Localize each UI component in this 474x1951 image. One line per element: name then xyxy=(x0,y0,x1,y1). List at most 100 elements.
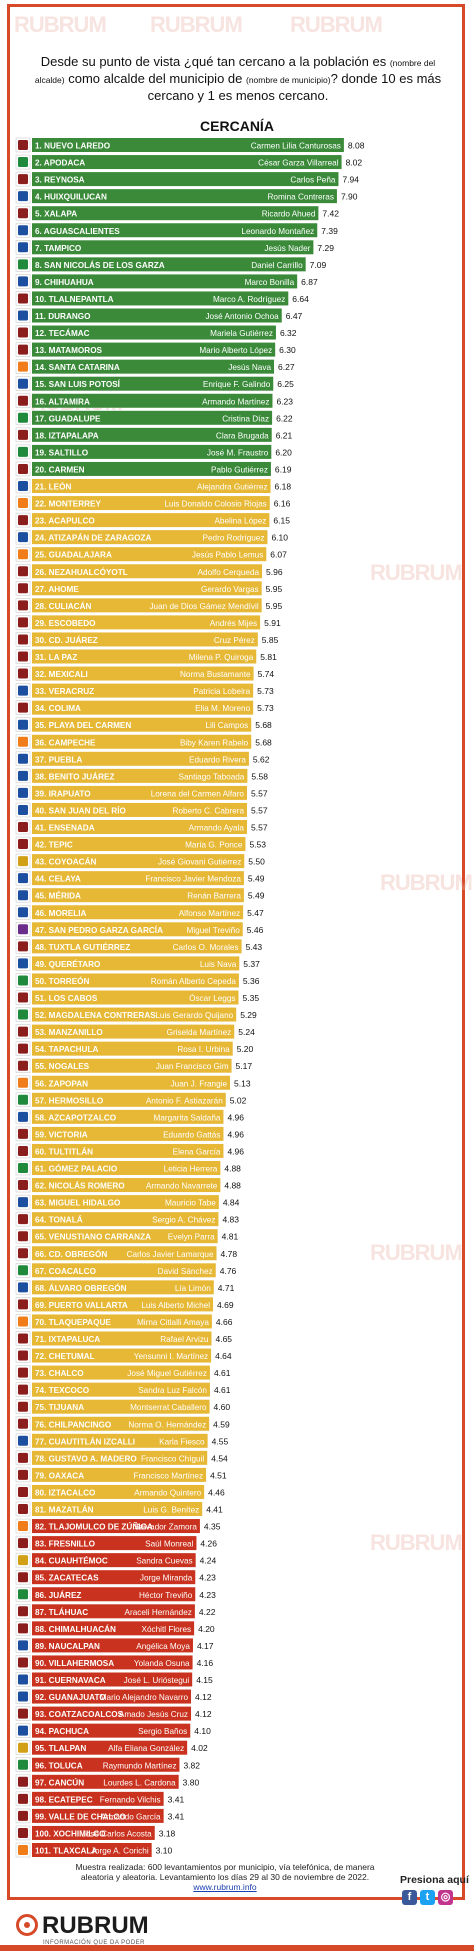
bar xyxy=(32,1382,210,1397)
facebook-icon[interactable]: f xyxy=(402,1890,417,1905)
party-logo-mark xyxy=(18,1367,28,1378)
bar-value-label: 5.57 xyxy=(251,823,268,833)
bar-city-label: 90. VILLAHERMOSA xyxy=(35,1659,114,1668)
bar-value-label: 5.73 xyxy=(257,703,274,713)
bar-row: 40. SAN JUAN DEL RÍO Roberto C. Cabrera 5.… xyxy=(15,802,268,818)
party-logo-mark xyxy=(18,702,28,713)
bar-value-label: 6.64 xyxy=(292,294,309,304)
bar-value-label: 7.42 xyxy=(322,209,339,219)
bar-value-label: 5.68 xyxy=(255,720,272,730)
bar xyxy=(32,922,243,937)
bar xyxy=(32,1740,188,1755)
watermark-logo: RUBRUM xyxy=(370,560,463,585)
bar-mayor-label: Pedro Rodríguez xyxy=(203,534,265,543)
bar-mayor-label: José L. Urióstegui xyxy=(124,1676,190,1685)
bar-mayor-label: Carlos Javier Lamarque xyxy=(127,1250,214,1259)
bar-row: 29. ESCOBEDO Andrés Mijes 5.91 xyxy=(15,615,281,630)
bar-city-label: 13. MATAMOROS xyxy=(35,346,103,355)
bar-value-label: 5.36 xyxy=(243,976,260,986)
bar-mayor-label: David Sánchez xyxy=(158,1267,213,1276)
bar xyxy=(32,1706,192,1721)
bar xyxy=(32,751,249,766)
bar-mayor-label: Amado Jesús Cruz xyxy=(119,1710,188,1719)
instagram-icon[interactable]: ◎ xyxy=(438,1890,453,1905)
bar-row: 81. MAZATLÁN Luis G. Benítez 4.41 xyxy=(15,1501,223,1517)
party-logo-mark xyxy=(18,242,28,253)
watermark-logo: RUBRUM xyxy=(290,12,383,37)
party-logo-mark xyxy=(18,1640,28,1651)
bar-value-label: 4.12 xyxy=(195,1709,212,1719)
survey-question: Desde su punto de vista ¿qué tan cercano… xyxy=(34,54,442,103)
party-logo-mark xyxy=(18,1691,28,1702)
bar-row: 61. GÓMEZ PALACIO Leticia Herrera 4.88 xyxy=(15,1160,241,1176)
party-logo-mark xyxy=(18,958,28,969)
bar-mayor-label: Elena García xyxy=(173,1147,221,1156)
party-logo-mark xyxy=(18,1418,28,1429)
bar-mayor-label: Francisco Chíguil xyxy=(141,1454,204,1463)
party-logo-mark xyxy=(18,1589,28,1600)
party-logo-mark xyxy=(18,1282,28,1293)
bar-row: 46. MORELIA Alfonso Martínez 5.47 xyxy=(15,904,264,920)
bar-mayor-label: Luis Gerardo Quijano xyxy=(155,1011,233,1020)
party-logo-mark xyxy=(18,873,28,884)
bar-city-label: 50. TORREÓN xyxy=(35,975,90,986)
bar-row: 13. MATAMOROS Mario Alberto López 6.30 xyxy=(15,342,296,357)
party-logo-mark xyxy=(18,1265,28,1276)
bar xyxy=(32,291,289,306)
bar-mayor-label: Angélica Moya xyxy=(136,1642,190,1651)
bar-city-label: 59. VICTORIA xyxy=(35,1130,88,1139)
party-logo-mark xyxy=(18,276,28,287)
party-logo-mark xyxy=(18,992,28,1003)
bar-row: 53. MANZANILLO Griselda Martínez 5.24 xyxy=(15,1024,255,1039)
website-link[interactable]: www.rubrum.info xyxy=(193,1882,257,1892)
party-logo-mark xyxy=(18,1606,28,1617)
bar-row: 43. COYOACÁN José Giovani Gutiérrez 5.50 xyxy=(15,853,265,869)
bar-row: 57. HERMOSILLO Antonio F. Astiazarán 5.02 xyxy=(15,1092,247,1108)
bar-city-label: 67. COACALCO xyxy=(35,1267,97,1276)
bar-value-label: 7.09 xyxy=(310,260,327,270)
bar-row: 30. CD. JUÁREZ Cruz Pérez 5.85 xyxy=(15,632,279,647)
bar-value-label: 4.78 xyxy=(221,1249,238,1259)
bar xyxy=(32,155,342,170)
party-logo-mark xyxy=(18,293,28,304)
bar-row: 79. OAXACA Francisco Martínez 4.51 xyxy=(15,1467,227,1483)
party-logo-mark xyxy=(18,634,28,645)
bar xyxy=(32,1024,235,1039)
party-logo-mark xyxy=(18,1708,28,1719)
bar-row: 77. CUAUTITLÁN IZCALLI Karla Fiesco 4.55 xyxy=(15,1433,228,1449)
party-logo-mark xyxy=(18,1197,28,1208)
party-logo-mark xyxy=(18,1248,28,1259)
bar-mayor-label: Enrique F. Galindo xyxy=(203,380,271,389)
bar-value-label: 3.10 xyxy=(156,1846,173,1856)
party-logo-mark xyxy=(18,259,28,270)
bar-row: 71. IXTAPALUCA Rafael Arvizu 4.65 xyxy=(15,1331,232,1346)
bar-city-label: 17. GUADALUPE xyxy=(35,414,101,423)
bar xyxy=(32,1212,219,1227)
bar-mayor-label: Mario Alejandro Navarro xyxy=(100,1693,189,1702)
bar xyxy=(32,274,298,289)
bar-value-label: 5.95 xyxy=(266,584,283,594)
bar-city-label: 23. ACAPULCO xyxy=(35,517,95,526)
bar-mayor-label: Armando Navarrete xyxy=(146,1182,218,1191)
bar-mayor-label: Carlos Peña xyxy=(290,176,336,185)
bar-mayor-label: Luis Alberto Michel xyxy=(141,1301,210,1310)
bar-row: 74. TEXCOCO Sandra Luz Falcón 4.61 xyxy=(15,1382,231,1397)
bar-city-label: 88. CHIMALHUACÁN xyxy=(35,1624,116,1634)
bar-city-label: 97. CANCÚN xyxy=(35,1776,84,1787)
bar xyxy=(32,1604,195,1619)
bar-mayor-label: Armando Ayala xyxy=(189,824,245,833)
party-logo-mark xyxy=(18,566,28,577)
bar-mayor-label: Jorge Miranda xyxy=(140,1574,193,1583)
bar-city-label: 33. VERACRUZ xyxy=(35,687,94,696)
bar-mayor-label: Montserrat Caballero xyxy=(130,1403,207,1412)
party-logo-mark xyxy=(18,685,28,696)
bar-mayor-label: Miguel Treviño xyxy=(187,926,241,935)
bar-mayor-label: Biby Karen Rabelo xyxy=(180,738,249,747)
bar-value-label: 4.81 xyxy=(222,1232,239,1242)
bar-mayor-label: Yolanda Osuna xyxy=(134,1659,190,1668)
bar xyxy=(32,1570,196,1585)
twitter-icon[interactable]: t xyxy=(420,1890,435,1905)
bar-city-label: 62. NICOLÁS ROMERO xyxy=(35,1181,125,1191)
party-logo-mark xyxy=(18,481,28,491)
bar-row: 38. BENITO JUÁREZ Santiago Taboada 5.58 xyxy=(15,768,268,784)
